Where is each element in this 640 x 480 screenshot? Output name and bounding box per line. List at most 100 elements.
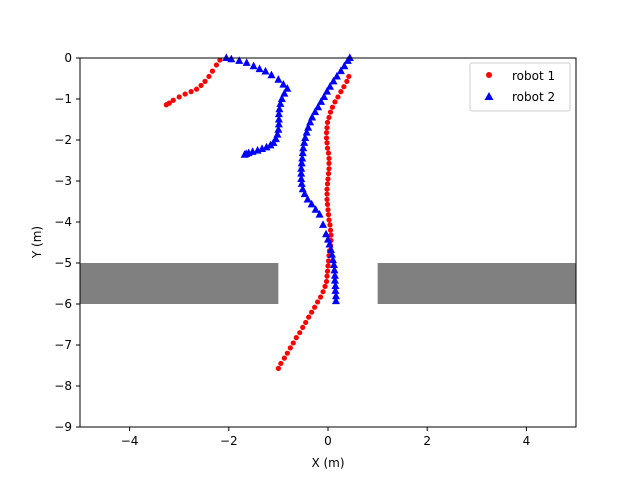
robot-2-point xyxy=(331,281,340,289)
robot-1-point xyxy=(163,102,169,108)
legend-label-robot-2: robot 2 xyxy=(512,90,555,104)
robot-2-point xyxy=(298,148,307,157)
robot-1-point xyxy=(323,278,330,285)
robot-1-point xyxy=(324,140,330,146)
y-tick-label: −8 xyxy=(54,379,72,393)
robot-1-point xyxy=(324,196,330,203)
robot-1-point xyxy=(309,309,315,315)
robot-2-point xyxy=(331,286,340,294)
robot-1-point xyxy=(198,82,204,89)
robot-1-point xyxy=(322,283,328,289)
robot-1-point xyxy=(188,89,194,95)
robot-2-point xyxy=(300,138,309,146)
robot-2-point xyxy=(330,265,339,274)
robot-2-point xyxy=(274,75,283,83)
legend-box xyxy=(469,62,571,112)
robot-2-point xyxy=(300,189,309,198)
robot-2-point xyxy=(320,92,329,100)
robot-1-point xyxy=(323,130,330,136)
robot-2-point xyxy=(274,119,283,128)
robot-2-point xyxy=(315,210,324,218)
robot-2-point xyxy=(297,174,306,182)
x-axis-ticks: −4 −2 0 2 4 xyxy=(121,427,530,448)
series-2 xyxy=(222,53,354,305)
robot-2-point xyxy=(253,146,262,154)
robot-2-point xyxy=(298,153,307,162)
robot-1-point xyxy=(325,212,332,218)
legend-marker-robot-1 xyxy=(486,72,492,78)
y-tick-label: −1 xyxy=(54,92,72,106)
robot-2-point xyxy=(299,143,308,152)
robot-2-point xyxy=(280,89,289,97)
x-tick-label: −2 xyxy=(220,434,238,448)
robot-1-point xyxy=(326,114,332,121)
robot-1-point xyxy=(324,191,330,197)
robot-2-point xyxy=(297,169,306,177)
robot-1-point xyxy=(193,86,200,92)
robot-1-point xyxy=(278,360,284,367)
obstacle-2 xyxy=(377,263,576,304)
robot-1-point xyxy=(170,97,176,103)
robot-2-point xyxy=(329,76,338,85)
robot-1-point xyxy=(326,217,332,223)
robot-2-point xyxy=(317,97,326,105)
legend-label-robot-1: robot 1 xyxy=(512,69,555,83)
robot-1-point xyxy=(327,222,333,228)
robot-2-point xyxy=(314,102,323,111)
robot-1-point xyxy=(323,135,330,141)
robot-2-point xyxy=(324,235,332,243)
robot-2-point xyxy=(242,58,251,66)
robot-2-point xyxy=(304,123,313,131)
robot-1-point xyxy=(176,94,182,100)
robot-2-point xyxy=(331,291,340,300)
y-tick-label: −4 xyxy=(54,215,72,229)
robot-2-point xyxy=(283,84,292,92)
robot-1-point xyxy=(312,304,318,310)
robot-1-point xyxy=(297,330,303,336)
robot-1-point xyxy=(324,268,331,274)
robot-2-point xyxy=(302,128,311,136)
legend: robot 1 robot 2 xyxy=(469,62,571,112)
robot-2-point xyxy=(323,87,332,95)
robot-1-point xyxy=(324,125,330,131)
robot-2-point xyxy=(340,61,349,70)
robot-2-point xyxy=(306,117,315,126)
robot-2-point xyxy=(326,245,335,253)
robot-2-point xyxy=(332,71,341,80)
robot-1-point xyxy=(284,350,290,356)
robot-2-point xyxy=(240,150,249,158)
robot-1-point xyxy=(317,294,324,300)
x-tick-label: 2 xyxy=(423,434,431,448)
robot-1-point xyxy=(325,176,331,182)
robot-1-point xyxy=(338,89,344,95)
robot-1-point xyxy=(326,155,332,162)
robot-1-point xyxy=(324,273,330,279)
robot-2-point xyxy=(329,260,338,269)
x-axis-title: X (m) xyxy=(311,456,344,470)
robot-1-point xyxy=(206,73,212,80)
legend-marker-robot-2 xyxy=(484,92,494,100)
robot-2-point xyxy=(311,107,320,116)
robot-2-point xyxy=(301,133,310,141)
robot-2-point xyxy=(325,82,334,90)
robot-1-point xyxy=(182,91,188,97)
robot-2-point xyxy=(297,158,306,167)
y-axis-title: Y (m) xyxy=(30,226,44,259)
robot-1-point xyxy=(290,340,296,346)
x-tick-label: 4 xyxy=(523,434,531,448)
robot-2-point xyxy=(274,109,283,118)
robot-1-point xyxy=(325,263,331,269)
robot-2-point xyxy=(279,80,288,88)
robot-2-point xyxy=(308,112,317,121)
series-layer xyxy=(163,53,354,371)
robot-2-point xyxy=(345,53,354,61)
robot-2-point xyxy=(297,179,306,187)
robot-2-point xyxy=(322,229,331,238)
robot-1-point xyxy=(325,171,332,177)
robot-1-point xyxy=(320,289,326,295)
robot-1-point xyxy=(281,355,287,361)
robot-2-point xyxy=(311,205,320,213)
y-tick-label: −3 xyxy=(54,174,72,188)
robot-2-point xyxy=(336,66,345,75)
